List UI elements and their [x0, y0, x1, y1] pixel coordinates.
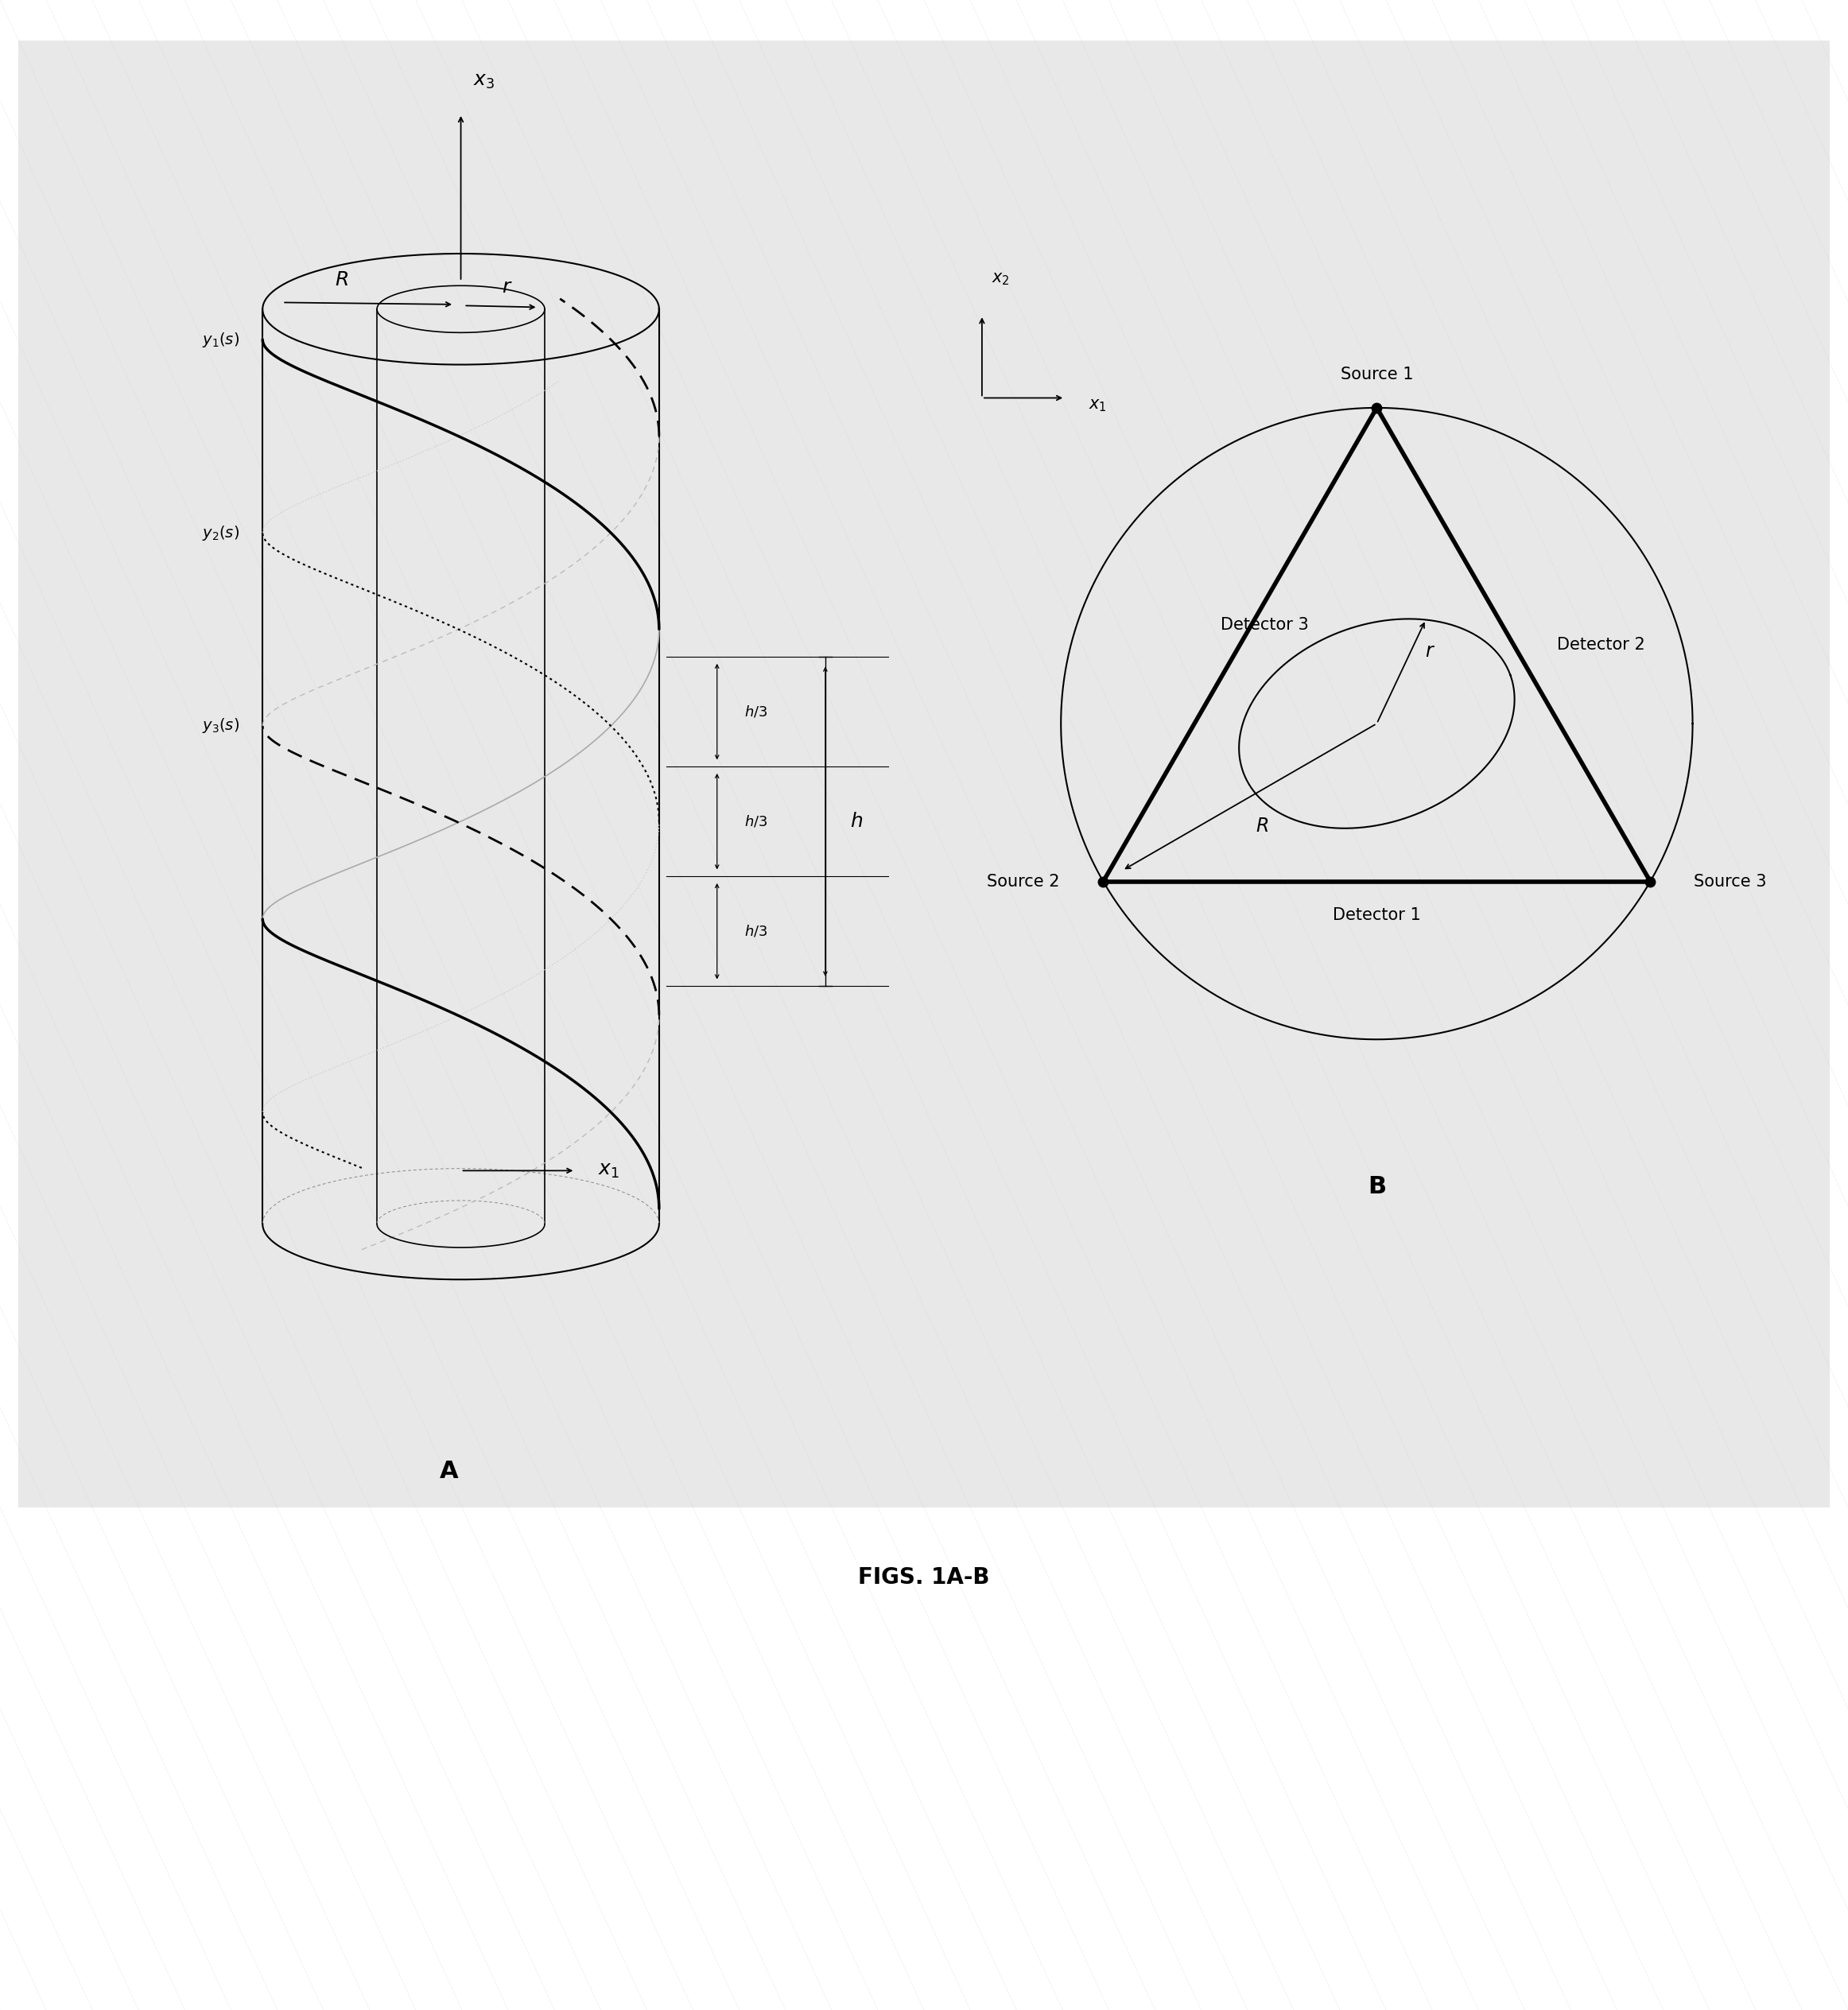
Text: $r$: $r$ — [1425, 641, 1434, 661]
Text: $y_2(s)$: $y_2(s)$ — [201, 525, 240, 543]
Text: Source 2: Source 2 — [987, 874, 1059, 890]
Text: $R$: $R$ — [1257, 816, 1270, 836]
Text: FIGS. 1A-B: FIGS. 1A-B — [857, 1566, 991, 1590]
FancyBboxPatch shape — [18, 40, 1830, 1508]
Text: $h/3$: $h/3$ — [745, 925, 769, 939]
Text: Source 1: Source 1 — [1340, 366, 1414, 382]
Text: $h/3$: $h/3$ — [745, 814, 769, 828]
Text: $x_1$: $x_1$ — [1088, 398, 1107, 414]
Text: A: A — [440, 1459, 458, 1483]
Text: B: B — [1368, 1176, 1386, 1198]
Text: Detector 1: Detector 1 — [1332, 907, 1421, 923]
Text: $x_3$: $x_3$ — [473, 72, 495, 90]
Text: $R$: $R$ — [334, 271, 349, 289]
Text: $y_1(s)$: $y_1(s)$ — [201, 330, 240, 350]
Text: $x_2$: $x_2$ — [992, 271, 1011, 287]
Text: $r$: $r$ — [501, 277, 512, 295]
Text: $h/3$: $h/3$ — [745, 704, 769, 720]
Text: $h$: $h$ — [850, 812, 863, 830]
Text: Detector 3: Detector 3 — [1220, 617, 1308, 633]
Text: Source 3: Source 3 — [1695, 874, 1767, 890]
Text: Detector 2: Detector 2 — [1558, 637, 1645, 653]
Text: $x_1$: $x_1$ — [599, 1162, 619, 1180]
Text: $y_3(s)$: $y_3(s)$ — [201, 718, 240, 736]
